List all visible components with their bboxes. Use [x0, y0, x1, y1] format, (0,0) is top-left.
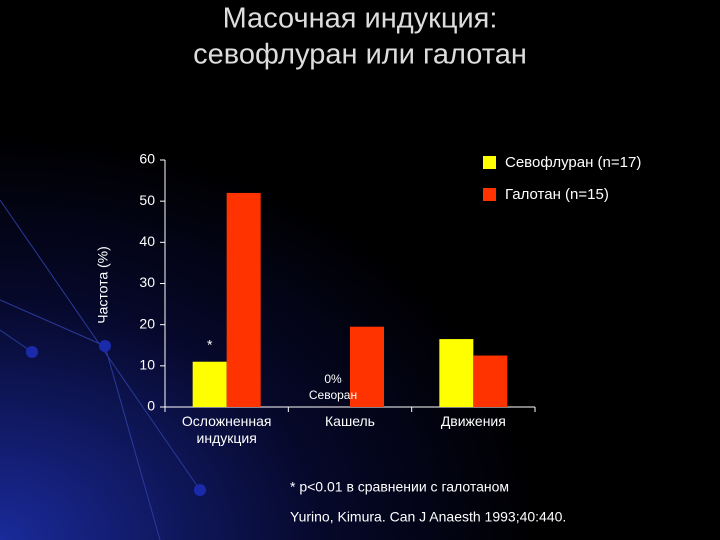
source: Yurino, Kimura. Can J Anaesth 1993;40:44… — [290, 509, 566, 525]
legend-swatch — [483, 188, 496, 201]
y-tick-label: 10 — [139, 357, 155, 373]
x-tick-label: Движения — [440, 413, 506, 429]
bar — [226, 192, 261, 407]
legend-label: Галотан (n=15) — [505, 186, 609, 203]
annotation: 0% — [324, 372, 342, 386]
bar — [350, 326, 384, 407]
bar — [439, 339, 474, 407]
y-tick-label: 20 — [139, 315, 155, 331]
annotation: Севоран — [309, 388, 357, 402]
legend-swatch — [483, 156, 496, 169]
title-line: Масочная индукция: — [223, 3, 498, 35]
decoration-dots — [26, 340, 206, 496]
bar — [192, 361, 227, 407]
y-tick-label: 40 — [139, 233, 155, 249]
y-tick-label: 50 — [139, 192, 155, 208]
x-tick-label: Кашель — [325, 413, 375, 429]
title-line: севофлуран или галотан — [193, 39, 527, 71]
y-axis-label: Частота (%) — [95, 246, 111, 324]
bar — [473, 355, 508, 407]
legend-label: Севофлуран (n=17) — [505, 154, 641, 171]
y-tick-label: 60 — [139, 151, 155, 167]
x-tick-label: Осложненная индукция — [181, 413, 272, 446]
annotation: * — [207, 336, 213, 352]
y-tick-label: 0 — [147, 398, 155, 414]
footnote: * p<0.01 в сравнении с галотаном — [290, 479, 509, 495]
y-tick-label: 30 — [139, 274, 155, 290]
